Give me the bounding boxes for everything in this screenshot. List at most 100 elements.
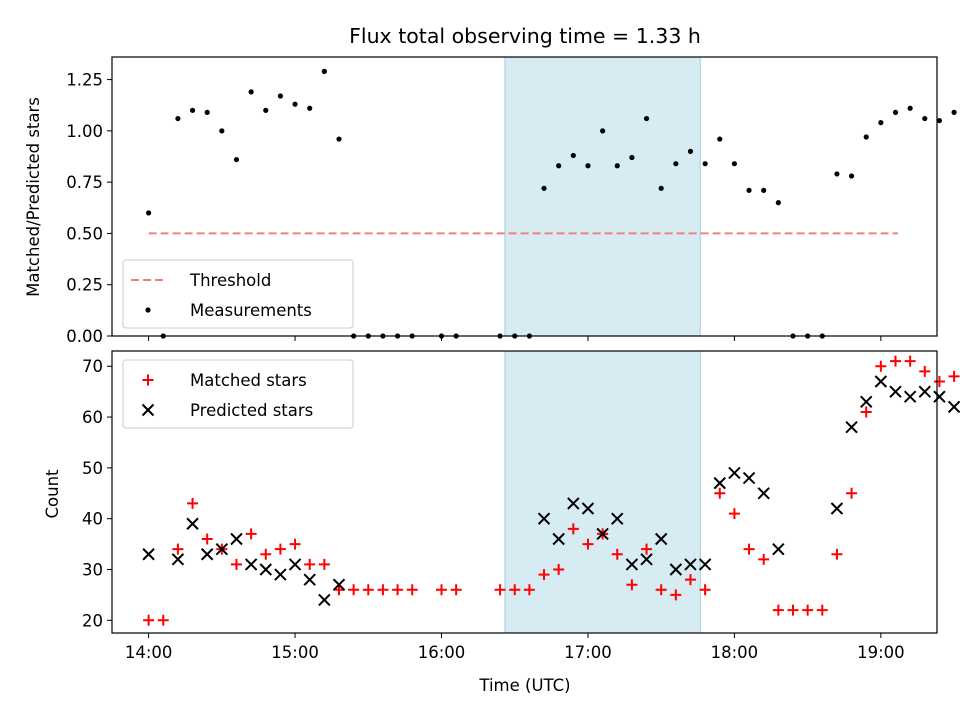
predicted-stars-marker: [581, 502, 595, 515]
measurement-point: [219, 128, 225, 134]
matched-stars-marker: [523, 584, 535, 596]
axes-frame: [111, 350, 938, 634]
measurement-point: [277, 93, 284, 99]
matched-stars-marker: [289, 538, 301, 550]
matched-stars-marker: [333, 584, 345, 596]
measurement-point: [307, 105, 313, 111]
matched-stars-marker: [567, 523, 579, 535]
y-tick-label: 30: [82, 560, 103, 579]
matched-stars-marker: [201, 533, 213, 545]
legend-matched-symbol: [142, 374, 154, 386]
legend-measurement-symbol: [145, 307, 151, 313]
ratio-y-axis-label: Matched/Predicted stars: [24, 97, 43, 297]
predicted-stars-marker: [933, 390, 946, 403]
matched-stars-marker: [362, 584, 374, 596]
matched-stars-marker: [553, 563, 565, 575]
matched-stars-marker: [655, 584, 667, 596]
matched-stars-marker: [406, 584, 418, 596]
predicted-stars-marker: [845, 421, 858, 434]
matched-stars-marker: [274, 543, 286, 555]
predicted-stars-marker: [918, 385, 932, 398]
matched-stars-marker: [846, 487, 858, 499]
measurement-point: [951, 109, 957, 115]
measurement-point: [687, 148, 694, 154]
count-panel: 14:00 15:00 16:00 17:00 18:00 19:00 20 30 40 50 60…: [43, 350, 960, 695]
matched-stars-marker: [743, 543, 755, 555]
predicted-stars-marker: [171, 553, 185, 566]
measurement-point: [863, 134, 869, 140]
predicted-stars-marker: [889, 385, 902, 398]
matched-stars-marker: [919, 365, 931, 377]
predicted-stars-marker: [654, 532, 668, 546]
series-markers: [146, 68, 957, 339]
measurement-point: [556, 163, 562, 169]
matched-stars-marker: [509, 584, 521, 596]
measurement-point: [658, 185, 664, 191]
x-tick-label: 14:00: [125, 643, 173, 662]
matched-stars-marker: [728, 508, 740, 520]
predicted-stars-marker: [698, 558, 712, 571]
y-tick-label: 0.25: [66, 276, 103, 295]
matched-stars-marker: [582, 538, 594, 550]
predicted-stars-marker: [200, 548, 214, 561]
predicted-stars-series: [142, 375, 960, 607]
matched-stars-marker: [890, 355, 902, 367]
y-tick-label: 50: [82, 459, 103, 478]
predicted-stars-marker: [142, 548, 155, 561]
matched-stars-marker: [802, 604, 814, 616]
matched-stars-marker: [904, 355, 916, 367]
predicted-stars-marker: [552, 532, 565, 546]
measurement-point: [600, 128, 606, 134]
measurement-point: [848, 173, 855, 179]
measurement-point: [643, 115, 650, 122]
measurement-point: [731, 161, 738, 167]
x-tick-label: 16:00: [418, 643, 466, 662]
predicted-stars-marker: [611, 512, 624, 525]
matched-stars-marker: [816, 604, 828, 616]
y-tick-label: 0.00: [66, 327, 103, 346]
matched-stars-marker: [157, 614, 169, 626]
matched-stars-marker: [772, 604, 784, 616]
ratio-panel: Flux total observing time = 1.33 h 0.00 0…: [24, 24, 957, 346]
measurement-point: [892, 109, 899, 115]
y-tick-label: 1.25: [66, 71, 103, 90]
measurement-point: [204, 109, 210, 115]
measurement-point: [175, 115, 181, 122]
predicted-stars-marker: [537, 512, 551, 525]
matched-stars-marker: [933, 375, 945, 387]
predicted-stars-marker: [244, 558, 258, 571]
measurement-point: [673, 161, 679, 167]
matched-stars-marker: [230, 558, 242, 570]
matched-stars-marker: [245, 528, 257, 540]
y-tick-label: 40: [82, 510, 103, 529]
predicted-stars-marker: [274, 568, 287, 581]
legend-label: Predicted stars: [190, 401, 313, 420]
x-tick-label: 19:00: [857, 643, 905, 662]
matched-stars-marker: [538, 569, 550, 581]
measurement-point: [614, 163, 620, 169]
matched-stars-marker: [860, 406, 872, 418]
predicted-stars-marker: [230, 532, 243, 546]
matched-stars-marker: [318, 558, 330, 570]
legend: Threshold Measurements: [122, 259, 354, 329]
measurement-point: [146, 210, 152, 216]
axes-frame: [111, 56, 938, 337]
measurement-point: [541, 185, 547, 191]
matched-stars-marker: [699, 584, 711, 596]
measurement-point: [263, 107, 269, 113]
y-tick-label: 70: [82, 357, 103, 376]
count-y-axis-label: Count: [43, 469, 62, 519]
measurement-point: [570, 152, 576, 159]
measurement-point: [629, 154, 635, 161]
measurement-point: [585, 163, 591, 169]
matched-stars-marker: [377, 584, 389, 596]
predicted-stars-marker: [860, 395, 873, 409]
legend: Matched stars Predicted stars: [122, 359, 354, 429]
predicted-stars-marker: [757, 487, 770, 500]
measurement-point: [746, 187, 752, 193]
measurement-point: [292, 101, 298, 107]
measurement-point: [922, 115, 928, 122]
legend-label: Matched stars: [190, 371, 307, 390]
predicted-stars-marker: [567, 497, 580, 510]
